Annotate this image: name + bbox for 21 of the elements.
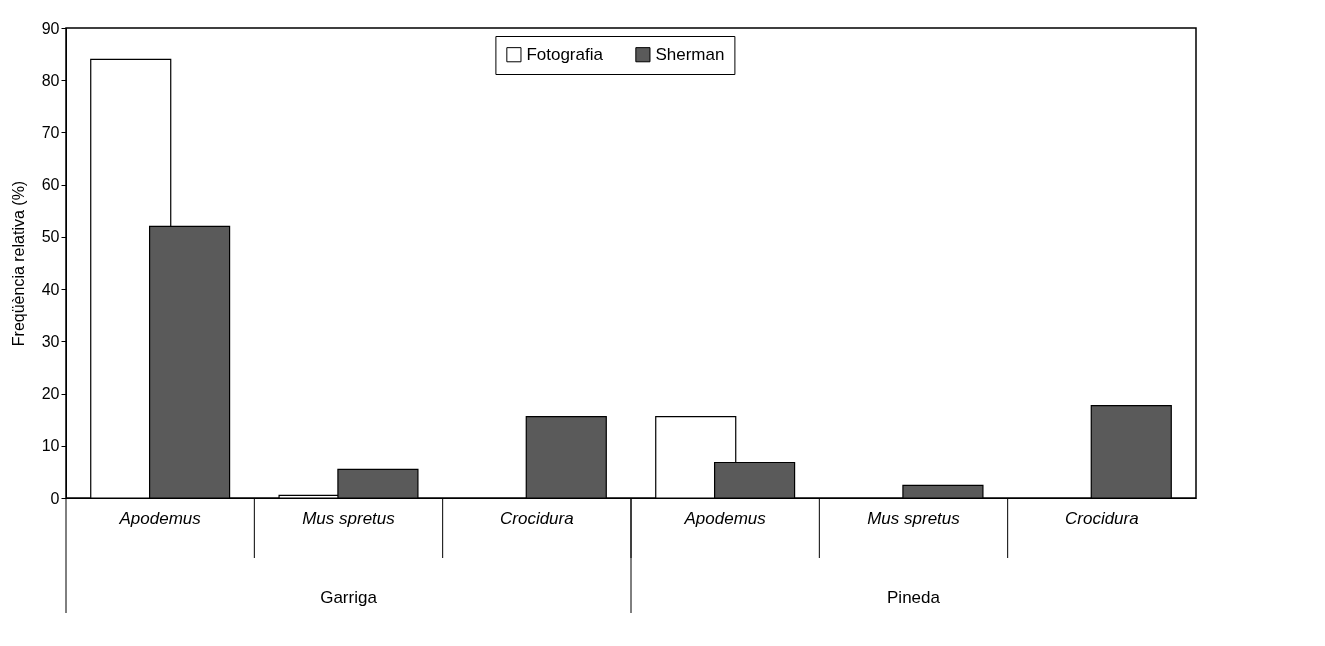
x-tick-label: Mus spretus [302, 508, 396, 528]
y-tick-label: 80 [41, 71, 60, 89]
y-tick-label: 70 [41, 123, 60, 141]
y-tick-label: 30 [41, 332, 60, 350]
text: Pineda [887, 588, 941, 607]
y-tick-label: 0 [50, 489, 60, 507]
y-tick-label: 20 [41, 385, 60, 403]
x-tick-label: Crocidura [1064, 508, 1139, 528]
y-axis-title: Freqüència relativa (%) [9, 180, 27, 347]
y-tick-label: 90 [41, 19, 60, 37]
y-tick-label: 50 [41, 228, 60, 246]
legend-label: Fotografia [526, 44, 604, 64]
y-tick-label: 10 [41, 437, 60, 455]
x-tick-label: Apodemus [118, 508, 202, 528]
text: Garriga [320, 588, 378, 607]
x-tick-label: Crocidura [499, 508, 574, 528]
y-tick-label: 40 [41, 280, 60, 298]
y-tick-label: 60 [41, 176, 60, 194]
legend-label: Sherman [655, 44, 725, 64]
x-tick-label: Mus spretus [867, 508, 961, 528]
x-tick-label: Apodemus [683, 508, 767, 528]
